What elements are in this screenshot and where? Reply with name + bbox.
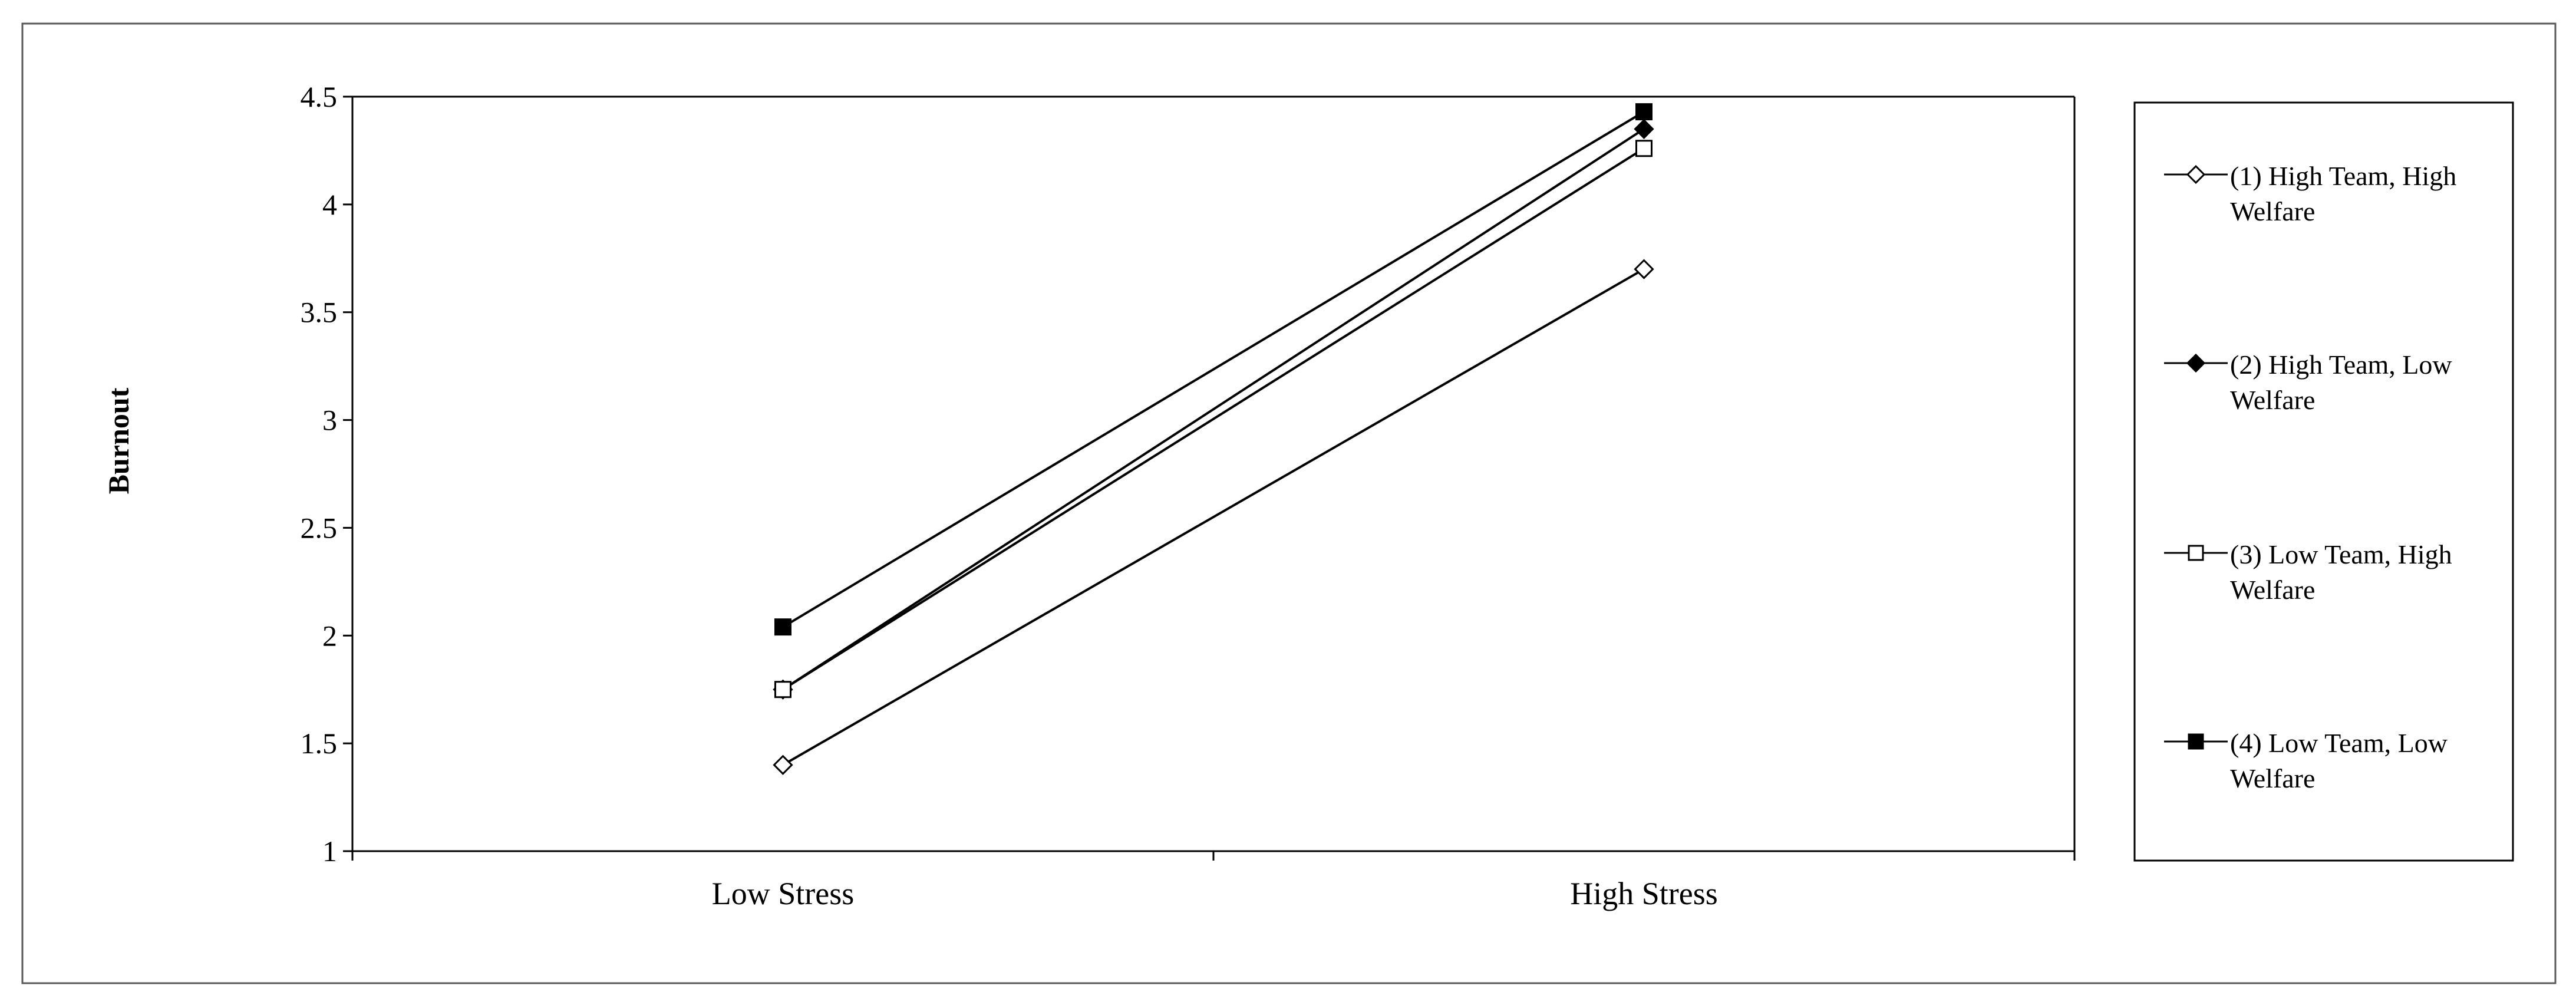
legend-item: (4) Low Team, Low Welfare bbox=[2164, 728, 2448, 793]
data-point bbox=[1635, 103, 1653, 121]
series-1 bbox=[773, 259, 1654, 775]
series-4 bbox=[774, 103, 1653, 636]
y-axis-label: Burnout bbox=[102, 387, 135, 494]
plot-area: 1 1.5 2 2.5 3 3.5 4 4.5 Low Stress High Stress bbox=[301, 80, 2076, 911]
legend-label: (3) Low Team, High bbox=[2230, 539, 2452, 569]
y-axis-ticks: 1 1.5 2 2.5 3 3.5 4 4.5 bbox=[301, 80, 352, 868]
legend-item: (3) Low Team, High Welfare bbox=[2164, 539, 2452, 605]
y-tick-label: 3.5 bbox=[301, 296, 338, 329]
legend-label: Welfare bbox=[2230, 763, 2315, 793]
legend-label: (2) High Team, Low bbox=[2230, 350, 2452, 380]
y-tick-label: 2.5 bbox=[301, 511, 338, 544]
y-tick-label: 1.5 bbox=[301, 727, 338, 760]
y-tick-label: 4 bbox=[322, 188, 337, 221]
legend-item: (2) High Team, Low Welfare bbox=[2164, 350, 2452, 415]
y-tick-label: 1 bbox=[322, 835, 337, 868]
data-point bbox=[1635, 140, 1653, 157]
legend-label: (1) High Team, High bbox=[2230, 161, 2456, 191]
legend-marker bbox=[2188, 733, 2204, 750]
data-point bbox=[774, 681, 791, 698]
legend-label: Welfare bbox=[2230, 575, 2315, 605]
legend-marker bbox=[2188, 545, 2204, 561]
legend-item: (1) High Team, High Welfare bbox=[2164, 161, 2456, 226]
data-point bbox=[773, 754, 793, 775]
series-line bbox=[782, 128, 1645, 691]
y-tick-label: 4.5 bbox=[301, 80, 338, 113]
series-line bbox=[782, 110, 1645, 628]
x-tick-label: High Stress bbox=[1570, 876, 1718, 911]
legend-label: (4) Low Team, Low bbox=[2230, 728, 2448, 758]
legend-label: Welfare bbox=[2230, 196, 2315, 226]
series-3 bbox=[774, 140, 1653, 698]
legend-marker bbox=[2186, 164, 2206, 184]
data-point bbox=[1634, 118, 1654, 139]
data-point bbox=[1634, 259, 1654, 279]
data-point bbox=[774, 618, 791, 636]
x-tick-label: Low Stress bbox=[712, 876, 855, 911]
outer-frame bbox=[21, 22, 2557, 984]
series-line bbox=[782, 147, 1645, 691]
series-layer bbox=[773, 103, 1654, 775]
x-axis-ticks: Low Stress High Stress bbox=[351, 851, 2076, 911]
y-tick-label: 3 bbox=[322, 404, 337, 437]
legend-marker bbox=[2186, 353, 2206, 373]
legend-label: Welfare bbox=[2230, 385, 2315, 415]
series-line bbox=[782, 268, 1645, 766]
y-tick-label: 2 bbox=[322, 619, 337, 652]
